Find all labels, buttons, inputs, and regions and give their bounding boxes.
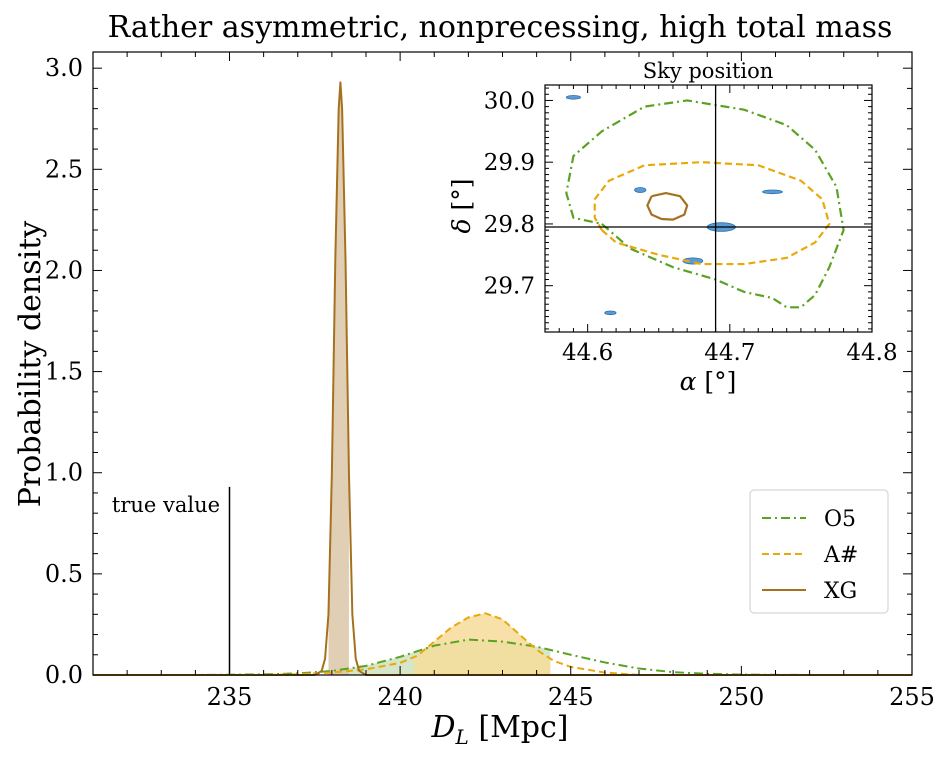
x-tick-label: 255 [889, 683, 935, 711]
y-tick-label: 0.0 [45, 661, 83, 689]
sky-sample-blob [634, 187, 647, 193]
x-tick-label: 245 [548, 683, 594, 711]
x-tick-label: 240 [377, 683, 423, 711]
series-line-xg [93, 81, 912, 676]
y-tick-label: 1.0 [45, 459, 83, 487]
legend: O5 A# XG [749, 489, 889, 614]
legend-box [749, 489, 889, 614]
inset-plot: 44.6 44.7 44.8 29.7 29.8 29.9 30.0 [484, 84, 898, 366]
legend-label: O5 [824, 507, 856, 532]
inset-x-tick-label: 44.7 [704, 340, 755, 366]
y-axis-label: Probability density [13, 221, 48, 508]
y-tick-label: 1.5 [45, 358, 83, 386]
chart-title: Rather asymmetric, nonprecessing, high t… [108, 10, 893, 45]
inset-y-tick-label: 30.0 [484, 88, 535, 114]
inset-frame [544, 84, 873, 333]
true-value-label: true value [112, 493, 220, 517]
y-tick-label: 2.0 [45, 256, 83, 284]
inset-y-tick-label: 29.9 [484, 150, 535, 176]
series-fill-asharp [413, 613, 551, 675]
inset-x-tick-label: 44.8 [846, 340, 897, 366]
inset-x-label: α [°] [680, 367, 737, 396]
series-fill-xg [328, 82, 349, 676]
inset-x-tick-label: 44.6 [562, 340, 613, 366]
main-plot: 235 240 245 250 255 0.0 0.5 1.0 1.5 2.0 2.5 3.0 [45, 51, 935, 711]
inset-y-tick-label: 29.7 [484, 274, 535, 300]
x-tick-label: 250 [718, 683, 764, 711]
y-tick-label: 0.5 [45, 560, 83, 588]
sky-sample-blob [565, 95, 581, 100]
inset-contour-asharp [593, 161, 831, 266]
legend-label: A# [823, 543, 858, 568]
inset-contour-o5 [565, 99, 845, 309]
y-tick-label: 2.5 [45, 155, 83, 183]
x-axis-label: DL [Mpc] [430, 710, 568, 749]
inset-background [545, 85, 872, 332]
sky-sample-blob [604, 310, 617, 316]
inset-y-label: δ [°] [447, 178, 476, 233]
sky-sample-blob [762, 189, 783, 195]
x-tick-label: 235 [207, 683, 253, 711]
inset-contour-xg [646, 191, 689, 221]
inset-y-tick-label: 29.8 [484, 212, 535, 238]
y-tick-label: 3.0 [45, 54, 83, 82]
legend-label: XG [824, 579, 857, 604]
inset-title: Sky position [643, 59, 774, 83]
